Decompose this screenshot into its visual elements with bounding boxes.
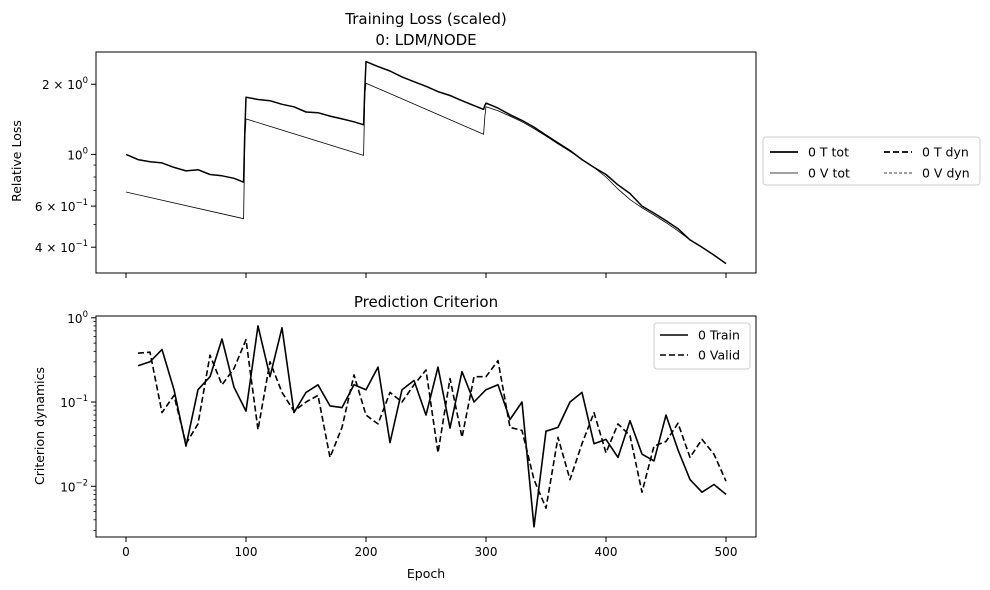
chart-title: Training Loss (scaled) [344,10,507,28]
series-line-0 [137,325,727,528]
legend-label-valid: 0 Valid [698,348,740,363]
x-tick-label: 500 [715,545,738,559]
legend-label-t-dyn: 0 T dyn [922,145,969,160]
legend-label-v-tot: 0 V tot [808,166,850,181]
y-tick-label: 100 [67,310,88,326]
y-tick-label: 10−1 [60,394,88,410]
series-group [137,325,727,528]
chart-subtitle: 0: LDM/NODE [375,31,476,49]
series-line-0 [125,60,727,265]
x-tick-label: 400 [595,545,618,559]
axis-ticks: 0 100 200 300 400 500 100 10−1 10−2 [60,310,737,559]
y-axis-label: Criterion dynamics [32,367,47,485]
prediction-criterion-panel: Prediction Criterion Criterion dynamics … [32,293,757,581]
legend: 0 T tot 0 V tot 0 T dyn 0 V dyn [762,136,981,186]
training-loss-panel: Training Loss (scaled) 0: LDM/NODE Relat… [9,10,981,278]
plot-area [95,315,757,538]
y-tick-label: 6 × 10−1 [35,198,88,214]
legend-label-t-tot: 0 T tot [808,145,849,160]
series-group [125,60,727,265]
axis-ticks: 2 × 100 100 6 × 10−1 4 × 10−1 [35,76,727,278]
legend: 0 Train 0 Valid [653,322,751,370]
x-tick-label: 200 [355,545,378,559]
series-line-1 [125,82,727,264]
legend-box [762,136,981,186]
legend-label-v-dyn: 0 V dyn [922,166,970,181]
x-tick-label: 100 [235,545,258,559]
y-axis-label: Relative Loss [9,120,24,202]
y-tick-label: 4 × 10−1 [35,239,88,255]
x-tick-label: 300 [475,545,498,559]
plot-area [95,51,757,274]
y-tick-label: 2 × 100 [42,76,88,92]
x-tick-label: 0 [122,545,130,559]
y-tick-label: 10−2 [60,478,88,494]
y-tick-label: 100 [67,146,88,162]
chart-title: Prediction Criterion [354,293,498,311]
series-line-1 [137,338,727,510]
x-axis-label: Epoch [407,566,445,581]
legend-label-train: 0 Train [698,328,740,343]
